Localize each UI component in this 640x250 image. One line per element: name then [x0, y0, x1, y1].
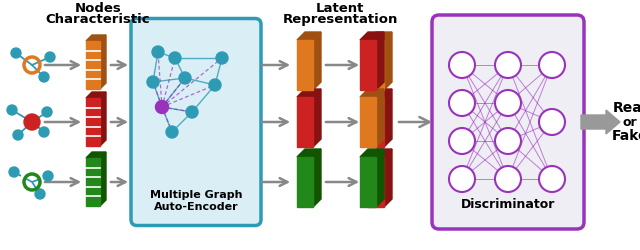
Text: Multiple Graph: Multiple Graph	[150, 190, 243, 200]
Circle shape	[495, 166, 521, 192]
Bar	[86, 98, 100, 146]
Text: or: or	[623, 116, 637, 128]
Text: Auto-Encoder: Auto-Encoder	[154, 202, 238, 211]
Polygon shape	[368, 89, 392, 97]
Polygon shape	[384, 89, 392, 147]
Circle shape	[156, 100, 168, 114]
Circle shape	[449, 166, 475, 192]
Polygon shape	[384, 149, 392, 207]
Circle shape	[186, 106, 198, 118]
Polygon shape	[297, 149, 321, 157]
Polygon shape	[297, 32, 321, 40]
Polygon shape	[297, 89, 321, 97]
Bar	[86, 41, 100, 89]
Circle shape	[166, 126, 178, 138]
Circle shape	[39, 127, 49, 137]
Circle shape	[24, 114, 40, 130]
Circle shape	[9, 167, 19, 177]
Circle shape	[495, 52, 521, 78]
Bar	[360, 97, 376, 147]
Polygon shape	[368, 149, 392, 157]
Bar	[368, 40, 384, 90]
Polygon shape	[313, 89, 321, 147]
Circle shape	[539, 52, 565, 78]
Polygon shape	[384, 32, 392, 90]
Polygon shape	[86, 92, 106, 98]
Text: Nodes: Nodes	[75, 2, 122, 15]
Text: Real: Real	[613, 101, 640, 115]
Bar	[86, 158, 100, 206]
Circle shape	[43, 171, 53, 181]
Polygon shape	[360, 89, 384, 97]
Bar	[368, 157, 384, 207]
Circle shape	[495, 128, 521, 154]
Text: Latent: Latent	[316, 2, 364, 15]
Circle shape	[156, 101, 168, 113]
Polygon shape	[86, 35, 106, 41]
Circle shape	[152, 46, 164, 58]
Polygon shape	[100, 92, 106, 146]
Circle shape	[169, 52, 181, 64]
Circle shape	[539, 109, 565, 135]
Polygon shape	[376, 149, 384, 207]
Bar	[368, 97, 384, 147]
Text: Fake: Fake	[612, 129, 640, 143]
Circle shape	[35, 189, 45, 199]
Polygon shape	[86, 152, 106, 158]
Polygon shape	[360, 32, 384, 40]
Circle shape	[539, 166, 565, 192]
Circle shape	[42, 107, 52, 117]
Polygon shape	[313, 149, 321, 207]
Polygon shape	[360, 149, 384, 157]
Bar	[297, 97, 313, 147]
Circle shape	[45, 52, 55, 62]
Circle shape	[449, 90, 475, 116]
Bar	[297, 40, 313, 90]
Circle shape	[39, 72, 49, 82]
Polygon shape	[100, 152, 106, 206]
Polygon shape	[581, 110, 620, 134]
Polygon shape	[100, 35, 106, 89]
Circle shape	[449, 52, 475, 78]
Text: Characteristic: Characteristic	[45, 13, 150, 26]
Text: Discriminator: Discriminator	[461, 198, 555, 211]
Text: Representation: Representation	[282, 13, 397, 26]
Circle shape	[216, 52, 228, 64]
Circle shape	[11, 48, 21, 58]
Circle shape	[209, 79, 221, 91]
Bar	[360, 157, 376, 207]
Polygon shape	[376, 32, 384, 90]
Circle shape	[449, 128, 475, 154]
Circle shape	[7, 105, 17, 115]
Circle shape	[179, 72, 191, 84]
Polygon shape	[313, 32, 321, 90]
Bar	[297, 157, 313, 207]
Polygon shape	[368, 32, 392, 40]
Bar	[360, 40, 376, 90]
Circle shape	[147, 76, 159, 88]
FancyBboxPatch shape	[131, 18, 261, 226]
Circle shape	[13, 130, 23, 140]
FancyBboxPatch shape	[432, 15, 584, 229]
Polygon shape	[376, 89, 384, 147]
Circle shape	[495, 90, 521, 116]
